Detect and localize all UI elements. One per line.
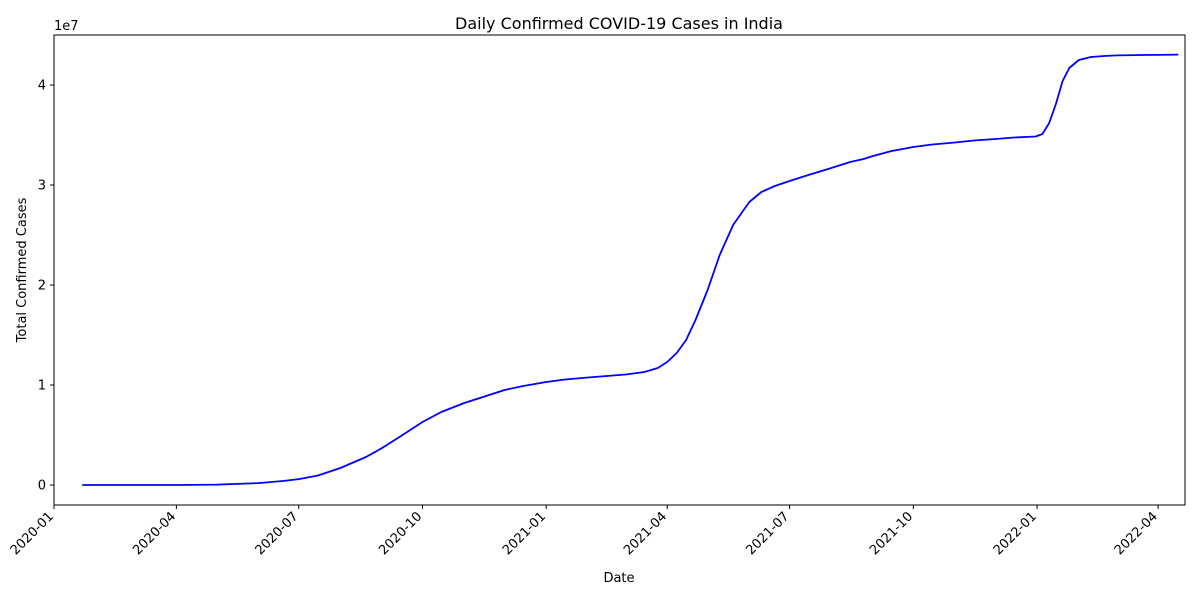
x-tick-label: 2021-04 [621, 509, 670, 558]
plot-frame [53, 34, 1186, 506]
y-axis: 0 1 2 3 4 [38, 79, 54, 494]
y-tick-label: 1 [38, 379, 46, 394]
chart-title: Daily Confirmed COVID-19 Cases in India [455, 14, 783, 33]
x-tick-label: 2022-04 [1112, 509, 1161, 558]
y-axis-title: Total Confirmed Cases [15, 197, 30, 343]
y-offset-label: 1e7 [54, 19, 79, 34]
y-tick-label: 4 [38, 79, 46, 94]
y-tick-label: 2 [38, 279, 46, 294]
x-tick-label: 2022-01 [991, 509, 1040, 558]
x-tick-label: 2020-01 [8, 509, 57, 558]
y-tick-label: 0 [38, 479, 46, 494]
x-tick-label: 2021-01 [500, 509, 549, 558]
y-tick-label: 3 [38, 179, 46, 194]
x-tick-label: 2020-07 [253, 509, 302, 558]
x-tick-label: 2021-07 [743, 509, 792, 558]
x-tick-label: 2020-04 [130, 509, 179, 558]
x-axis: 2020-01 2020-04 2020-07 2020-10 2021-01 2021-… [8, 505, 1161, 558]
series-line [82, 53, 1179, 486]
x-tick-label: 2021-10 [867, 509, 916, 558]
x-axis-title: Date [603, 571, 634, 586]
x-tick-label: 2020-10 [376, 509, 425, 558]
